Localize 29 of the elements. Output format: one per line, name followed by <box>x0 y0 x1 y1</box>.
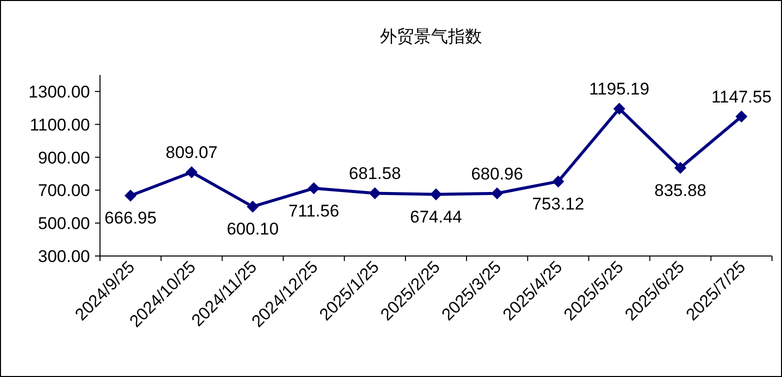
point <box>308 182 320 194</box>
point <box>552 175 564 188</box>
y-tick-label: 1300.00 <box>28 82 90 102</box>
point <box>674 162 686 174</box>
data-label: 835.88 <box>654 180 706 200</box>
data-label: 753.12 <box>532 194 584 214</box>
y-tick-label: 900.00 <box>38 148 90 168</box>
point <box>246 200 259 213</box>
point <box>613 102 626 115</box>
point <box>735 110 748 123</box>
point <box>186 166 198 178</box>
y-tick-label: 1100.00 <box>30 115 90 134</box>
point <box>124 190 137 202</box>
y-tick-label: 700.00 <box>38 181 90 200</box>
data-label: 681.58 <box>348 164 401 184</box>
y-tick-label: 500.00 <box>38 214 90 234</box>
data-label: 809.07 <box>166 143 218 162</box>
data-label: 600.10 <box>226 220 279 239</box>
data-label: 711.56 <box>288 201 340 220</box>
point <box>368 187 381 200</box>
chart-title: 外贸景气指数 <box>380 27 482 46</box>
data-label: 666.95 <box>104 208 157 228</box>
point <box>491 187 504 200</box>
data-label: 1195.19 <box>589 80 650 99</box>
point <box>430 188 442 200</box>
data-label: 680.96 <box>471 164 524 184</box>
data-label: 1147.55 <box>711 88 772 107</box>
y-tick-label: 300.00 <box>38 247 90 266</box>
data-label: 674.44 <box>410 207 462 226</box>
